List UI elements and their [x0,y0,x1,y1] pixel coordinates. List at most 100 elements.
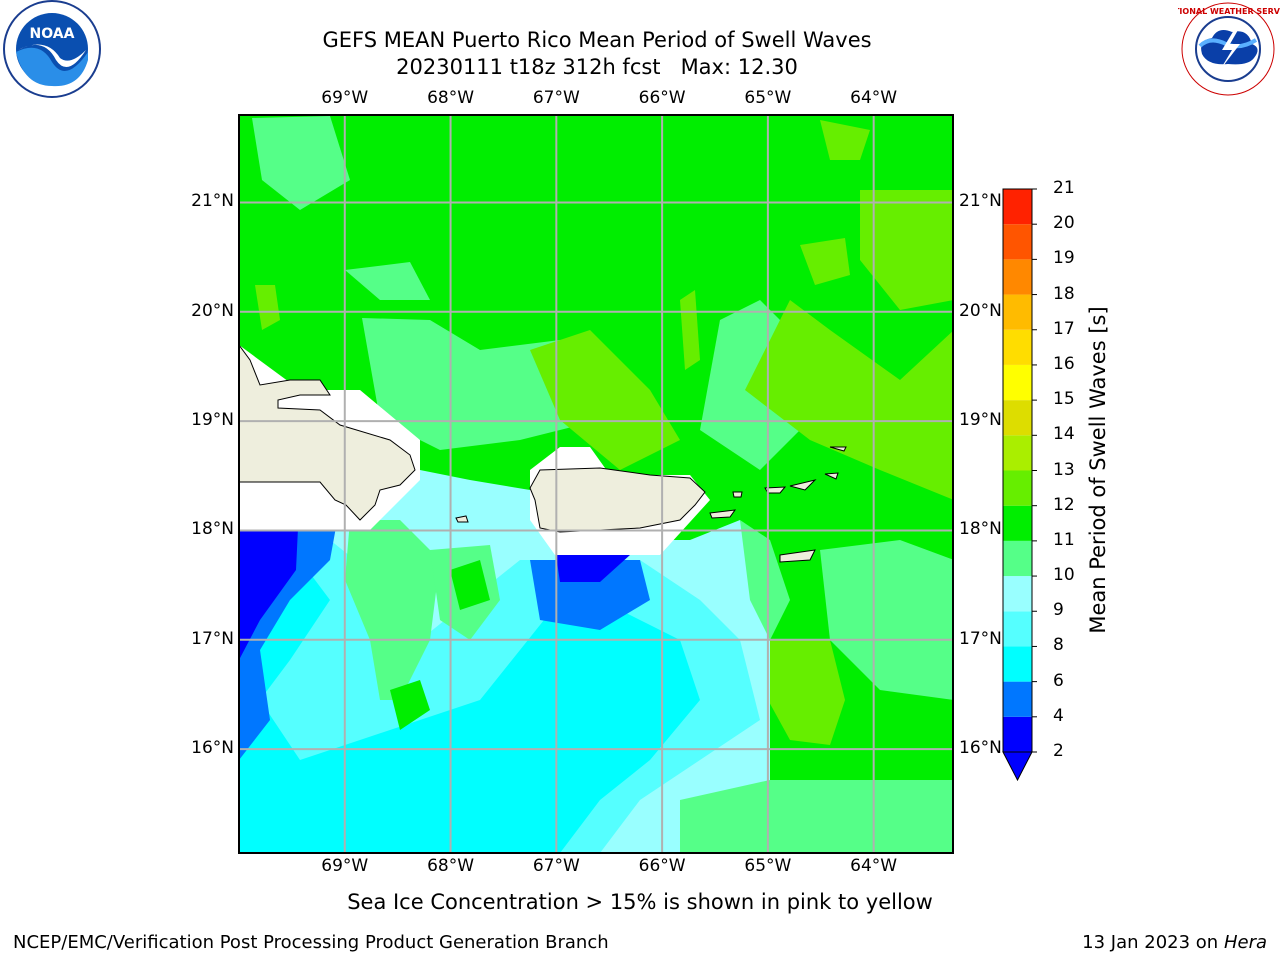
colorbar-segment [1003,435,1032,471]
small-island [824,472,839,480]
lon-tick-top: 65°W [744,88,792,108]
colorbar-segment [1003,470,1032,506]
contour-9-10 [820,540,953,700]
colorbar-segment [1003,505,1032,541]
colorbar-tick-label: 2 [1053,741,1064,761]
contour-10-11 [450,560,490,610]
chart-subtitle: 20230111 t18z 312h fcst Max: 12.30 [396,55,798,79]
colorbar-tick-label: 15 [1053,389,1075,410]
lat-tick-right: 17°N [959,628,1002,649]
lon-tick-top: 68°W [427,88,475,108]
noaa-logo-text: NOAA [30,26,75,42]
contour-below-2 [556,555,630,582]
lon-tick-bottom: 68°W [427,856,475,876]
contour-11-12 [768,640,845,745]
colorbar-tick-label: 19 [1053,248,1075,269]
colorbar-tick-label: 21 [1053,178,1075,198]
lat-tick-right: 20°N [959,300,1002,321]
colorbar-tick-label: 8 [1053,635,1064,656]
colorbar-tick-label: 12 [1053,494,1075,515]
contour-11-12 [860,190,953,310]
lon-tick-top: 66°W [638,88,686,108]
colorbar-tick-label: 10 [1053,565,1075,586]
contour-11-12 [745,300,953,500]
colorbar-segment [1003,189,1032,225]
footer-date-text: 13 Jan 2023 on [1082,932,1224,953]
colorbar-title: Mean Period of Swell Waves [s] [1086,306,1110,634]
lon-tick-top: 64°W [850,88,898,108]
colorbar-tick-label: 16 [1053,353,1075,374]
hispaniola-land [239,344,416,521]
colorbar-segment [1003,259,1032,295]
lon-tick-bottom: 66°W [638,856,686,876]
colorbar-tick-label: 11 [1053,529,1075,550]
nws-logo-text: NATIONAL WEATHER SERVICE [1178,7,1280,16]
contour-below-2 [239,528,298,660]
lat-tick-left: 19°N [191,410,234,431]
contour-11-12 [530,330,680,470]
noaa-logo: NOAA [3,0,101,98]
contour-9-10 [345,262,430,300]
contour-9-10 [740,520,790,640]
small-island [779,549,816,563]
colorbar-tick-label: 14 [1053,424,1075,445]
contour-9-10 [680,780,953,853]
colorbar-segment [1003,681,1032,717]
lat-tick-left: 16°N [191,738,234,759]
colorbar-tick-label: 20 [1053,213,1075,234]
contour-4-6 [239,560,700,853]
footer-date: 13 Jan 2023 on Hera [1082,932,1267,953]
map-frame [238,114,954,854]
colorbar-tick-label: 17 [1053,318,1075,339]
lat-tick-left: 17°N [191,628,234,649]
colorbar-segment [1003,364,1032,401]
lon-tick-top: 69°W [321,88,369,108]
small-island [455,515,469,523]
colorbar-tick-label: 6 [1053,670,1064,691]
colorbar-segment [1003,646,1032,682]
colorbar-segment [1003,329,1032,365]
contour-11-12 [680,290,700,370]
lat-tick-left: 20°N [191,300,234,321]
footer-credit: NCEP/EMC/Verification Post Processing Pr… [13,932,609,953]
nws-logo: NATIONAL WEATHER SERVICE [1178,2,1280,96]
lat-tick-left: 18°N [191,519,234,540]
lon-tick-bottom: 69°W [321,856,369,876]
sea-ice-note: Sea Ice Concentration > 15% is shown in … [347,890,933,914]
lat-tick-right: 16°N [959,738,1002,759]
colorbar-extend-min [1002,751,1033,782]
footer-host: Hera [1223,932,1267,953]
lat-tick-right: 19°N [959,410,1002,431]
colorbar-tick-label: 18 [1053,283,1075,304]
contour-9-10 [345,520,440,700]
colorbar-segment [1003,611,1032,647]
map-field [239,115,953,853]
contour-11-12 [255,285,280,330]
small-island [829,446,847,452]
lon-tick-bottom: 67°W [532,856,580,876]
colorbar-tick-label: 9 [1053,600,1064,621]
small-island [789,479,817,491]
colorbar-segment [1003,576,1032,612]
lon-tick-bottom: 64°W [850,856,898,876]
colorbar-tick-label: 4 [1053,705,1064,726]
contour-11-12 [820,120,870,160]
small-island [732,491,743,498]
lat-tick-left: 21°N [191,191,234,212]
colorbar-tick-label: 13 [1053,459,1075,480]
lat-tick-right: 21°N [959,191,1002,212]
contour-10-11 [390,680,430,730]
lon-tick-top: 67°W [532,88,580,108]
colorbar-segment [1003,540,1032,577]
colorbar-segment [1003,224,1032,260]
lon-tick-bottom: 65°W [744,856,792,876]
chart-title: GEFS MEAN Puerto Rico Mean Period of Swe… [322,28,872,52]
small-island [709,509,737,519]
lat-tick-right: 18°N [959,519,1002,540]
colorbar-segment [1003,294,1032,330]
contour-9-10 [252,116,350,210]
colorbar-segment [1003,400,1032,436]
contour-11-12 [800,238,850,285]
colorbar-segment [1003,716,1032,752]
